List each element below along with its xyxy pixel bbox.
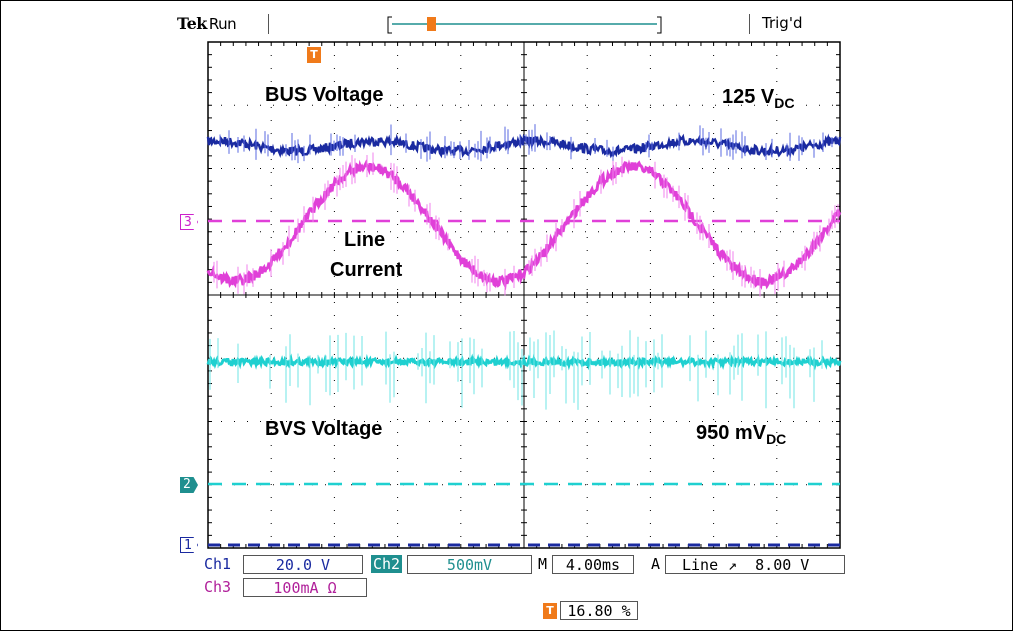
bvs-voltage-trace <box>206 353 842 371</box>
ch1-reference-marker[interactable]: 1 <box>180 537 198 553</box>
record-bracket-right <box>657 16 662 34</box>
current-label: Current <box>330 259 403 281</box>
acquisition-status: Run <box>208 15 237 33</box>
bus-voltage-trace <box>206 133 842 159</box>
trigger-mode: A <box>651 555 661 573</box>
bus-voltage-value: 125 VDC <box>722 86 795 111</box>
line-label: Line <box>344 229 386 251</box>
timebase-label: M <box>538 555 548 573</box>
header-divider <box>749 14 750 34</box>
trigger-position-readout-icon: T <box>543 603 557 619</box>
graticule-grid <box>207 41 841 549</box>
trigger-position-readout[interactable]: 16.80 % <box>560 601 638 620</box>
bus-voltage-label: BUS Voltage <box>265 84 384 106</box>
header-divider <box>268 14 269 34</box>
trigger-settings[interactable]: Line ↗ 8.00 V <box>665 555 845 574</box>
brand-logo: Tek <box>177 14 207 33</box>
ch3-label[interactable]: Ch3 <box>204 578 232 596</box>
ch1-scale[interactable]: 20.0 V <box>243 555 363 574</box>
bvs-voltage-label: BVS Voltage <box>265 418 383 440</box>
record-bracket-left <box>387 16 392 34</box>
ch1-label[interactable]: Ch1 <box>204 555 232 573</box>
ch2-scale[interactable]: 500mV <box>407 555 532 574</box>
ch3-reference-marker[interactable]: 3 <box>180 214 198 230</box>
timebase-value[interactable]: 4.00ms <box>552 555 634 574</box>
trigger-status: Trig'd <box>762 14 803 32</box>
trigger-position-icon: T <box>307 47 321 63</box>
trigger-level: 8.00 V <box>755 556 810 574</box>
brand-status: Tek Run <box>177 14 237 33</box>
waveform-traces <box>206 124 842 547</box>
trigger-slope-icon: ↗ <box>728 556 738 574</box>
ch2-reference-marker[interactable]: 2 <box>180 477 198 493</box>
record-trigger-marker <box>427 17 436 31</box>
ch2-label[interactable]: Ch2 <box>371 555 403 573</box>
ch3-scale[interactable]: 100mA Ω <box>243 578 367 597</box>
bvs-voltage-value: 950 mVDC <box>696 422 787 447</box>
record-position-bar <box>387 16 662 34</box>
trigger-source: Line <box>682 556 719 574</box>
